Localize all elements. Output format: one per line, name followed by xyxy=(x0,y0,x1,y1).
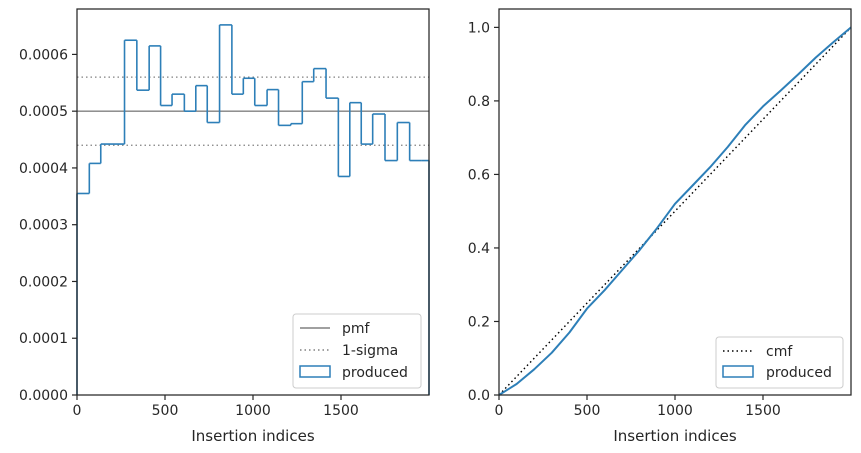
pmf-legend: pmf 1-sigma produced xyxy=(292,313,422,389)
pmf-histogram-plot-area xyxy=(76,24,430,395)
pmf-legend-produced-swatch xyxy=(299,365,331,378)
cmf-x-axis-label: Insertion indices xyxy=(613,427,736,445)
pmf-histogram-chart: 0 500 1000 1500 0.00000.00010.00020.00030.0… xyxy=(19,8,430,445)
pmf-legend-label-sigma: 1-sigma xyxy=(342,343,398,359)
pmf-y-tick-label: 0.0001 xyxy=(19,331,68,347)
pmf-y-axis-ticks: 0.0000 0.0001 0.0002 0.0003 0.0004 0.0005 0.00… xyxy=(19,47,77,404)
cmf-x-tick-label: 0 xyxy=(495,403,504,419)
pmf-x-tick-label: 0 xyxy=(73,403,82,419)
pmf-x-tick-label: 1500 xyxy=(323,403,359,419)
cmf-y-tick-label: 0.4 xyxy=(468,241,490,257)
cmf-chart: 0 500 1000 1500 0.0 0.2 0.4 0.6 0.8 1.0 Insertio… xyxy=(468,8,852,445)
cmf-x-tick-label: 1500 xyxy=(745,403,781,419)
cmf-y-tick-label: 0.8 xyxy=(468,94,490,110)
cmf-plot-area xyxy=(498,26,852,396)
pmf-legend-label-pmf: pmf xyxy=(342,321,371,337)
cmf-y-tick-label: 1.0 xyxy=(468,20,490,36)
cmf-legend-label-produced: produced xyxy=(766,365,832,381)
pmf-y-tick-label: 0.0006 xyxy=(19,47,68,63)
cmf-x-axis-ticks: 0 500 1000 1500 xyxy=(495,395,781,419)
cmf-legend-produced-swatch xyxy=(722,365,754,378)
pmf-legend-label-produced: produced xyxy=(342,365,408,381)
cmf-y-tick-label: 0.0 xyxy=(468,388,490,404)
cmf-y-tick-label: 0.6 xyxy=(468,167,490,183)
series-produced-line xyxy=(498,26,852,396)
pmf-legend-box xyxy=(292,313,422,389)
cmf-y-tick-label: 0.2 xyxy=(468,314,490,330)
cmf-legend: cmf produced xyxy=(715,336,844,389)
cmf-legend-label-cmf: cmf xyxy=(766,344,793,360)
cmf-x-tick-label: 500 xyxy=(574,403,601,419)
cmf-legend-box xyxy=(715,336,844,389)
pmf-y-tick-label: 0.0002 xyxy=(19,274,68,290)
cmf-x-tick-label: 1000 xyxy=(657,403,693,419)
pmf-y-tick-label: 0.0003 xyxy=(19,218,68,234)
cmf-y-axis-ticks: 0.0 0.2 0.4 0.6 0.8 1.0 xyxy=(468,20,499,404)
pmf-x-tick-label: 1000 xyxy=(235,403,271,419)
pmf-x-axis-ticks: 0 500 1000 1500 xyxy=(73,395,359,419)
series-cmf-line xyxy=(498,26,852,396)
pmf-y-tick-label: 0.0000 xyxy=(19,388,68,404)
pmf-x-tick-label: 500 xyxy=(152,403,179,419)
pmf-y-tick-label: 0.0004 xyxy=(19,161,68,177)
pmf-x-axis-label: Insertion indices xyxy=(191,427,314,445)
pmf-y-tick-label: 0.0005 xyxy=(19,104,68,120)
